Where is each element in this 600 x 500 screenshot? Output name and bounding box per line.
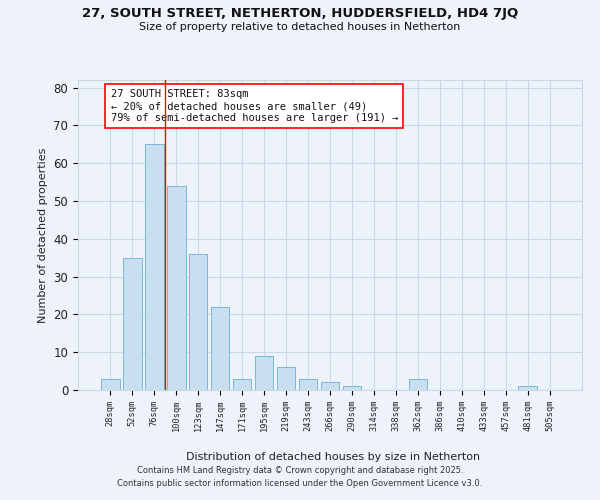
Text: 27 SOUTH STREET: 83sqm
← 20% of detached houses are smaller (49)
79% of semi-det: 27 SOUTH STREET: 83sqm ← 20% of detached… [110, 90, 398, 122]
Bar [167, 186, 185, 390]
Text: 27, SOUTH STREET, NETHERTON, HUDDERSFIELD, HD4 7JQ: 27, SOUTH STREET, NETHERTON, HUDDERSFIEL… [82, 8, 518, 20]
Bar [233, 378, 251, 390]
Bar [101, 378, 119, 390]
Bar [343, 386, 361, 390]
Text: Contains HM Land Registry data © Crown copyright and database right 2025.
Contai: Contains HM Land Registry data © Crown c… [118, 466, 482, 487]
Text: Distribution of detached houses by size in Netherton: Distribution of detached houses by size … [186, 452, 480, 462]
Bar [299, 378, 317, 390]
Bar [409, 378, 427, 390]
Text: Size of property relative to detached houses in Netherton: Size of property relative to detached ho… [139, 22, 461, 32]
Bar [320, 382, 340, 390]
Bar [189, 254, 208, 390]
Bar [211, 307, 229, 390]
Bar [277, 368, 295, 390]
Y-axis label: Number of detached properties: Number of detached properties [38, 148, 48, 322]
Bar [145, 144, 164, 390]
Bar [518, 386, 537, 390]
Bar [255, 356, 274, 390]
Bar [123, 258, 142, 390]
